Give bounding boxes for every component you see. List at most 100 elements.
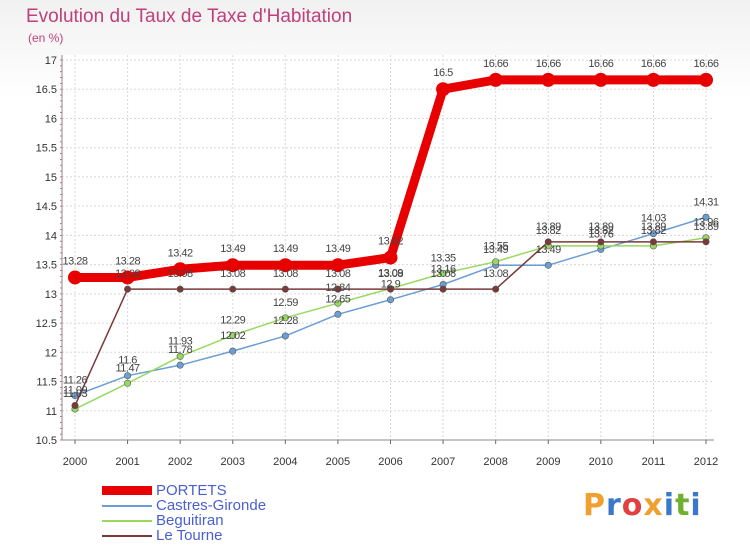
logo-letter: i xyxy=(663,488,676,523)
y-tick-label: 12 xyxy=(45,347,57,359)
data-point xyxy=(702,213,710,221)
data-point xyxy=(281,285,289,293)
x-tick-label: 2002 xyxy=(168,456,192,468)
data-point xyxy=(334,310,342,318)
data-label: 13.55 xyxy=(483,241,508,253)
x-tick-label: 2006 xyxy=(378,456,402,468)
data-label: 13.49 xyxy=(325,243,350,255)
data-label: 11.47 xyxy=(115,362,140,374)
y-tick-label: 14.5 xyxy=(36,201,57,213)
data-label: 13.89 xyxy=(536,221,561,233)
data-label: 13.08 xyxy=(483,268,508,280)
data-point xyxy=(124,285,132,293)
data-label: 12.9 xyxy=(381,279,401,291)
legend-label: Le Tourne xyxy=(156,527,223,544)
data-point xyxy=(544,238,552,246)
data-point xyxy=(593,72,608,87)
x-tick-label: 2007 xyxy=(431,456,455,468)
data-point xyxy=(488,72,503,87)
data-label: 12.59 xyxy=(273,297,298,309)
data-label: 12.29 xyxy=(220,314,245,326)
y-tick-label: 13 xyxy=(45,289,57,301)
x-tick-label: 2005 xyxy=(326,456,350,468)
legend-swatch xyxy=(102,534,152,537)
data-label: 13.42 xyxy=(168,247,193,259)
legend-swatch xyxy=(102,519,152,522)
data-label: 11.09 xyxy=(63,385,88,397)
data-label: 14.03 xyxy=(641,213,666,225)
logo-letter: P xyxy=(583,488,606,523)
data-label: 13.08 xyxy=(115,268,140,280)
data-point xyxy=(330,258,345,273)
data-point xyxy=(225,258,240,273)
data-label: 16.66 xyxy=(536,58,561,70)
data-label: 16.66 xyxy=(588,58,613,70)
data-point xyxy=(334,299,342,307)
data-label: 13.89 xyxy=(588,221,613,233)
data-point xyxy=(383,250,398,265)
data-label: 13.16 xyxy=(431,263,456,275)
legend-label: PORTETS xyxy=(156,482,227,499)
data-label: 13.49 xyxy=(273,243,298,255)
data-label: 13.76 xyxy=(588,228,613,240)
data-label: 16.66 xyxy=(693,58,718,70)
data-label: 13.08 xyxy=(220,268,245,280)
data-label: 13.35 xyxy=(431,252,456,264)
y-tick-label: 14 xyxy=(45,230,57,242)
data-label: 11.93 xyxy=(168,335,193,347)
data-label: 13.08 xyxy=(168,268,193,280)
data-label: 16.5 xyxy=(433,67,453,79)
y-tick-label: 13.5 xyxy=(36,260,57,272)
data-label: 16.66 xyxy=(641,58,666,70)
data-point xyxy=(541,72,556,87)
x-tick-label: 2000 xyxy=(63,456,87,468)
x-tick-label: 2008 xyxy=(483,456,507,468)
y-tick-label: 12.5 xyxy=(36,318,57,330)
data-label: 11.03 xyxy=(63,388,88,400)
legend-item-portets[interactable]: PORTETS xyxy=(102,483,266,498)
data-point xyxy=(281,332,289,340)
legend-item-castres-gironde[interactable]: Castres-Gironde xyxy=(102,498,266,513)
x-tick-label: 2003 xyxy=(221,456,245,468)
legend-swatch xyxy=(102,504,152,507)
data-point xyxy=(646,72,661,87)
legend: PORTETS Castres-Gironde Beguitiran Le To… xyxy=(102,483,266,543)
data-label: 12.65 xyxy=(325,293,350,305)
data-point xyxy=(176,285,184,293)
data-label: 11.6 xyxy=(118,355,137,367)
data-point xyxy=(386,296,394,304)
data-label: 13.89 xyxy=(641,221,666,233)
data-label: 13.82 xyxy=(536,225,561,237)
data-label: 13.08 xyxy=(378,268,403,280)
data-point xyxy=(71,402,79,410)
series-points xyxy=(68,72,713,413)
legend-swatch xyxy=(102,486,152,495)
data-label: 12.02 xyxy=(220,330,245,342)
tick-labels: 10.5 11 11.5 12 12.5 13 13.5 14 14.5 15 15.5 16 16.5… xyxy=(36,55,719,468)
chart-title: Evolution du Taux de Taxe d'Habitation xyxy=(26,6,353,27)
data-label: 13.28 xyxy=(115,255,140,267)
y-tick-label: 16 xyxy=(45,113,57,125)
data-point xyxy=(386,285,394,293)
y-tick-label: 10.5 xyxy=(36,435,57,447)
y-tick-label: 11 xyxy=(46,406,57,418)
data-point xyxy=(173,262,188,277)
legend-item-beguitiran[interactable]: Beguitiran xyxy=(102,513,266,528)
data-point xyxy=(176,361,184,369)
data-label: 16.66 xyxy=(483,58,508,70)
data-label: 13.96 xyxy=(693,217,718,229)
legend-item-le-tourne[interactable]: Le Tourne xyxy=(102,528,266,543)
legend-label: Castres-Gironde xyxy=(156,497,267,514)
data-label: 13.09 xyxy=(378,268,403,280)
data-point xyxy=(334,285,342,293)
data-label: 13.28 xyxy=(62,255,87,267)
data-label: 11.26 xyxy=(63,375,88,387)
logo-letter: i xyxy=(690,488,702,523)
chart-subtitle: (en %) xyxy=(28,31,64,45)
data-label: 13.49 xyxy=(483,244,508,256)
axes xyxy=(60,55,714,444)
data-point xyxy=(439,269,447,277)
data-point xyxy=(439,285,447,293)
x-tick-label: 2001 xyxy=(115,456,139,468)
data-point xyxy=(544,261,552,269)
